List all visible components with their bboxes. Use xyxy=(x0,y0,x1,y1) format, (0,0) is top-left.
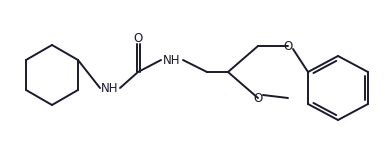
Text: O: O xyxy=(283,39,293,52)
Text: O: O xyxy=(253,92,263,105)
Text: NH: NH xyxy=(101,81,119,94)
Text: O: O xyxy=(134,32,143,45)
Text: NH: NH xyxy=(163,54,181,66)
